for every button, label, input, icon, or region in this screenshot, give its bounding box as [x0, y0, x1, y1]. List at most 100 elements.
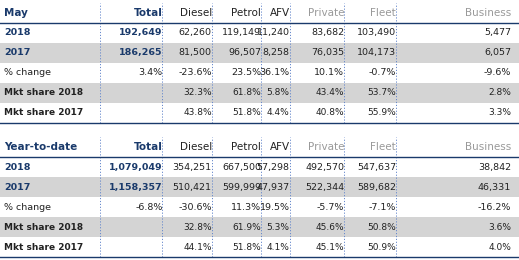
Text: % change: % change — [4, 68, 51, 77]
Text: 3.3%: 3.3% — [488, 108, 511, 117]
Text: 45.1%: 45.1% — [316, 243, 344, 252]
Text: 83,682: 83,682 — [311, 28, 344, 37]
Text: Private: Private — [308, 8, 344, 18]
Text: Business: Business — [465, 8, 511, 18]
Text: 2017: 2017 — [4, 48, 31, 57]
Text: 44.1%: 44.1% — [183, 243, 212, 252]
Text: 81,500: 81,500 — [179, 48, 212, 57]
Text: AFV: AFV — [269, 8, 290, 18]
Text: 492,570: 492,570 — [305, 163, 344, 172]
Text: Business: Business — [465, 142, 511, 152]
Text: Petrol: Petrol — [231, 8, 261, 18]
Text: 51.8%: 51.8% — [233, 108, 261, 117]
Text: 19.5%: 19.5% — [260, 203, 290, 212]
Text: 4.4%: 4.4% — [267, 108, 290, 117]
Text: -6.8%: -6.8% — [135, 203, 162, 212]
Text: AFV: AFV — [269, 142, 290, 152]
Text: -16.2%: -16.2% — [478, 203, 511, 212]
Text: 76,035: 76,035 — [311, 48, 344, 57]
Bar — [0, 63, 519, 83]
Bar — [0, 157, 519, 177]
Text: 2017: 2017 — [4, 183, 31, 192]
Text: 57,298: 57,298 — [256, 163, 290, 172]
Text: 5.3%: 5.3% — [267, 223, 290, 232]
Text: Total: Total — [133, 142, 162, 152]
Text: Mkt share 2018: Mkt share 2018 — [4, 223, 83, 232]
Text: 61.9%: 61.9% — [233, 223, 261, 232]
Text: 55.9%: 55.9% — [367, 108, 396, 117]
Text: 61.8%: 61.8% — [233, 88, 261, 97]
Text: 4.0%: 4.0% — [488, 243, 511, 252]
Bar — [0, 103, 519, 123]
Bar — [0, 23, 519, 43]
Text: 5.8%: 5.8% — [267, 88, 290, 97]
Text: 23.5%: 23.5% — [231, 68, 261, 77]
Text: -7.1%: -7.1% — [368, 203, 396, 212]
Text: Petrol: Petrol — [231, 142, 261, 152]
Text: 32.8%: 32.8% — [183, 223, 212, 232]
Text: Fleet: Fleet — [370, 8, 396, 18]
Text: 43.4%: 43.4% — [316, 88, 344, 97]
Text: 192,649: 192,649 — [119, 28, 162, 37]
Text: 599,999: 599,999 — [222, 183, 261, 192]
Text: -0.7%: -0.7% — [368, 68, 396, 77]
Text: Total: Total — [133, 8, 162, 18]
Bar — [0, 43, 519, 63]
Text: 522,344: 522,344 — [305, 183, 344, 192]
Text: 547,637: 547,637 — [357, 163, 396, 172]
Text: -30.6%: -30.6% — [178, 203, 212, 212]
Text: 354,251: 354,251 — [173, 163, 212, 172]
Text: Private: Private — [308, 142, 344, 152]
Text: 3.6%: 3.6% — [488, 223, 511, 232]
Text: 96,507: 96,507 — [228, 48, 261, 57]
Text: 50.8%: 50.8% — [367, 223, 396, 232]
Bar — [0, 237, 519, 257]
Text: 589,682: 589,682 — [357, 183, 396, 192]
Text: 53.7%: 53.7% — [367, 88, 396, 97]
Text: 51.8%: 51.8% — [233, 243, 261, 252]
Text: 510,421: 510,421 — [173, 183, 212, 192]
Text: 8,258: 8,258 — [263, 48, 290, 57]
Text: 62,260: 62,260 — [179, 28, 212, 37]
Text: 47,937: 47,937 — [256, 183, 290, 192]
Text: 40.8%: 40.8% — [316, 108, 344, 117]
Text: 4.1%: 4.1% — [267, 243, 290, 252]
Text: 6,057: 6,057 — [484, 48, 511, 57]
Text: -23.6%: -23.6% — [178, 68, 212, 77]
Text: 10.1%: 10.1% — [314, 68, 344, 77]
Text: 50.9%: 50.9% — [367, 243, 396, 252]
Bar — [0, 137, 519, 157]
Text: 2018: 2018 — [4, 28, 31, 37]
Bar — [0, 197, 519, 217]
Text: Diesel: Diesel — [180, 8, 212, 18]
Text: 2018: 2018 — [4, 163, 31, 172]
Text: 667,500: 667,500 — [222, 163, 261, 172]
Bar — [0, 83, 519, 103]
Text: Year-to-date: Year-to-date — [4, 142, 77, 152]
Text: 11.3%: 11.3% — [231, 203, 261, 212]
Text: 11,240: 11,240 — [256, 28, 290, 37]
Text: 46,331: 46,331 — [478, 183, 511, 192]
Text: Mkt share 2017: Mkt share 2017 — [4, 108, 84, 117]
Bar — [0, 217, 519, 237]
Text: Mkt share 2017: Mkt share 2017 — [4, 243, 84, 252]
Text: 43.8%: 43.8% — [183, 108, 212, 117]
Text: 3.4%: 3.4% — [139, 68, 162, 77]
Text: 1,079,049: 1,079,049 — [109, 163, 162, 172]
Text: 103,490: 103,490 — [357, 28, 396, 37]
Text: 45.6%: 45.6% — [316, 223, 344, 232]
Text: % change: % change — [4, 203, 51, 212]
Bar — [0, 3, 519, 23]
Bar — [0, 177, 519, 197]
Text: -5.7%: -5.7% — [317, 203, 344, 212]
Text: 1,158,357: 1,158,357 — [109, 183, 162, 192]
Text: -9.6%: -9.6% — [484, 68, 511, 77]
Text: Mkt share 2018: Mkt share 2018 — [4, 88, 83, 97]
Text: 104,173: 104,173 — [357, 48, 396, 57]
Text: Diesel: Diesel — [180, 142, 212, 152]
Text: 36.1%: 36.1% — [260, 68, 290, 77]
Text: Fleet: Fleet — [370, 142, 396, 152]
Text: 186,265: 186,265 — [119, 48, 162, 57]
Text: 2.8%: 2.8% — [488, 88, 511, 97]
Text: 38,842: 38,842 — [478, 163, 511, 172]
